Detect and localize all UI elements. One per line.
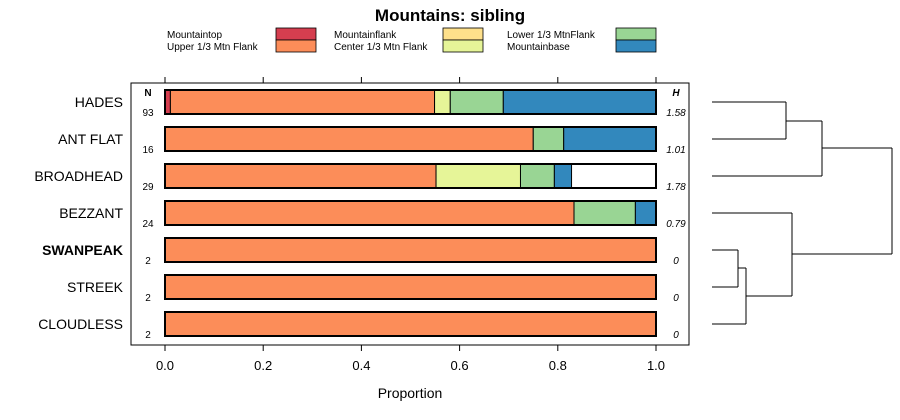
bar-segment: [532, 126, 565, 152]
x-tick-label: 0.6: [451, 358, 469, 373]
bar-segment: [573, 200, 636, 226]
legend-label: Lower 1/3 MtnFlank: [507, 30, 596, 41]
n-value: 2: [145, 256, 151, 267]
legend-label: Mountaintop: [167, 30, 222, 41]
h-value: 1.78: [666, 182, 686, 193]
h-value: 0: [673, 330, 679, 341]
x-tick-label: 0.2: [254, 358, 272, 373]
row-labels: HADES 93 1.58 ANT FLAT 16 1.01 BROADHEAD 29 1.78…: [34, 94, 686, 341]
category-label: SWANPEAK: [42, 242, 123, 258]
category-label: BROADHEAD: [34, 168, 123, 184]
h-value: 0.79: [666, 219, 686, 230]
x-axis-label: Proportion: [378, 385, 443, 401]
category-label: CLOUDLESS: [38, 316, 123, 332]
bar-segment: [435, 163, 521, 189]
n-value: 16: [142, 145, 154, 156]
bar-segment: [502, 89, 657, 115]
bar-outline: [164, 237, 657, 263]
dendrogram: [712, 101, 893, 325]
n-value: 93: [142, 108, 154, 119]
legend-swatch: [275, 27, 317, 41]
category-label: HADES: [75, 94, 123, 110]
bar-outline: [164, 89, 657, 115]
bar-outline: [164, 126, 657, 152]
legend-swatch: [615, 39, 657, 53]
bar-segment: [164, 126, 534, 152]
bar-outline: [164, 163, 657, 189]
legend-label: Mountainflank: [334, 30, 397, 41]
bar-segment: [164, 311, 657, 337]
legend-swatch: [615, 27, 657, 41]
n-value: 2: [145, 330, 151, 341]
legend-label: Center 1/3 Mtn Flank: [334, 42, 428, 53]
category-label: STREEK: [67, 279, 124, 295]
h-value: 1.01: [666, 145, 685, 156]
bar-segment: [164, 274, 657, 300]
n-value: 24: [142, 219, 154, 230]
x-tick-label: 0.4: [352, 358, 370, 373]
bar-segment: [449, 89, 504, 115]
x-tick-label: 1.0: [647, 358, 665, 373]
bar-segment: [634, 200, 657, 226]
legend-label: Mountainbase: [507, 42, 570, 53]
bar-segment: [169, 89, 436, 115]
legend-swatch: [442, 27, 484, 41]
bar-segment: [434, 89, 451, 115]
x-tick-label: 0.0: [156, 358, 174, 373]
x-axis: 0.0 0.2 0.4 0.6 0.8 1.0: [156, 77, 665, 373]
bar-segment: [164, 163, 437, 189]
bars: [164, 89, 657, 337]
legend-swatch: [275, 39, 317, 53]
bar-segment: [563, 126, 657, 152]
legend-label: Upper 1/3 Mtn Flank: [167, 42, 259, 53]
h-value: 0: [673, 293, 679, 304]
x-tick-label: 0.8: [549, 358, 567, 373]
h-value: 0: [673, 256, 679, 267]
bar-outline: [164, 200, 657, 226]
n-value: 2: [145, 293, 151, 304]
bar-segment: [164, 237, 657, 263]
bar-segment: [164, 200, 575, 226]
n-value: 29: [142, 182, 154, 193]
bar-outline: [164, 311, 657, 337]
legend-swatch: [442, 39, 484, 53]
category-label: BEZZANT: [59, 205, 123, 221]
plot-frame: [130, 82, 690, 346]
chart-title: Mountains: sibling: [375, 6, 525, 25]
n-column-header: N: [144, 88, 151, 99]
bar-segment: [553, 163, 573, 189]
bar-outline: [164, 274, 657, 300]
h-column-header: H: [672, 88, 680, 99]
bar-segment: [519, 163, 555, 189]
category-label: ANT FLAT: [58, 131, 123, 147]
h-value: 1.58: [666, 108, 686, 119]
